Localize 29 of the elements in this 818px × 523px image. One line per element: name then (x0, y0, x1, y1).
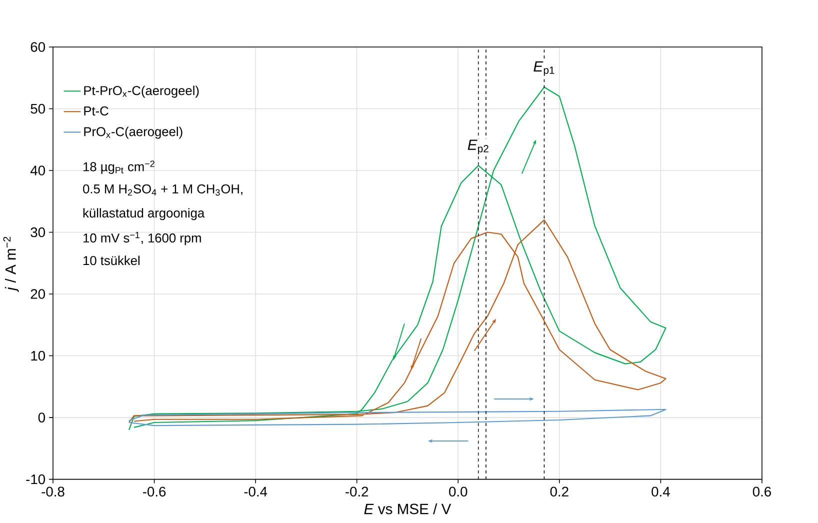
legend-label: Pt-C (84, 106, 108, 116)
y-tick-label: 50 (30, 104, 46, 114)
x-tick-label: 0.2 (550, 486, 568, 497)
x-axis-title: E vs MSE / V (364, 504, 452, 514)
line-series (128, 409, 666, 426)
y-tick-label: 60 (30, 42, 46, 52)
annotation: 0.5 M H$_{2}$SO$_{4}$ + 1 M CH$_{3}$OH, (83, 184, 242, 196)
y-tick-label: 40 (30, 166, 46, 176)
annotation: 10 mV s$^{−1}$, 1600 rpm (84, 232, 201, 246)
x-tick-label: -0.4 (244, 486, 268, 497)
annotation: 18 µg$_{Pt}$ cm$^{−2}$ (84, 160, 154, 174)
y-tick-label: 0 (38, 412, 46, 423)
y-axis-title: j / A m$^{−2}$ (3, 237, 19, 292)
annotation: 10 tsükkel (84, 256, 140, 266)
x-tick-label: -0.2 (346, 486, 368, 497)
annotation: E$_{p2}$ (468, 140, 488, 155)
legend-label: PrO$_{x}$-C(aerogeel) (84, 126, 182, 139)
annotation: E$_{p1}$ (534, 62, 554, 76)
y-tick-label: -10 (26, 474, 46, 484)
y-tick-label: 10 (31, 351, 46, 361)
x-tick-label: 0.0 (449, 486, 468, 497)
x-tick-label: -0.6 (142, 486, 166, 497)
x-tick-label: 0.4 (652, 486, 670, 497)
y-tick-label: 30 (30, 228, 46, 238)
x-tick-label: 0.6 (752, 486, 771, 497)
x-tick-label: -0.8 (42, 486, 64, 497)
y-tick-label: 20 (30, 289, 46, 300)
annotation: küllastatud argooniga (83, 208, 205, 220)
legend-label: Pt-PrO$_{x}$-C(aerogeel) (84, 86, 199, 98)
